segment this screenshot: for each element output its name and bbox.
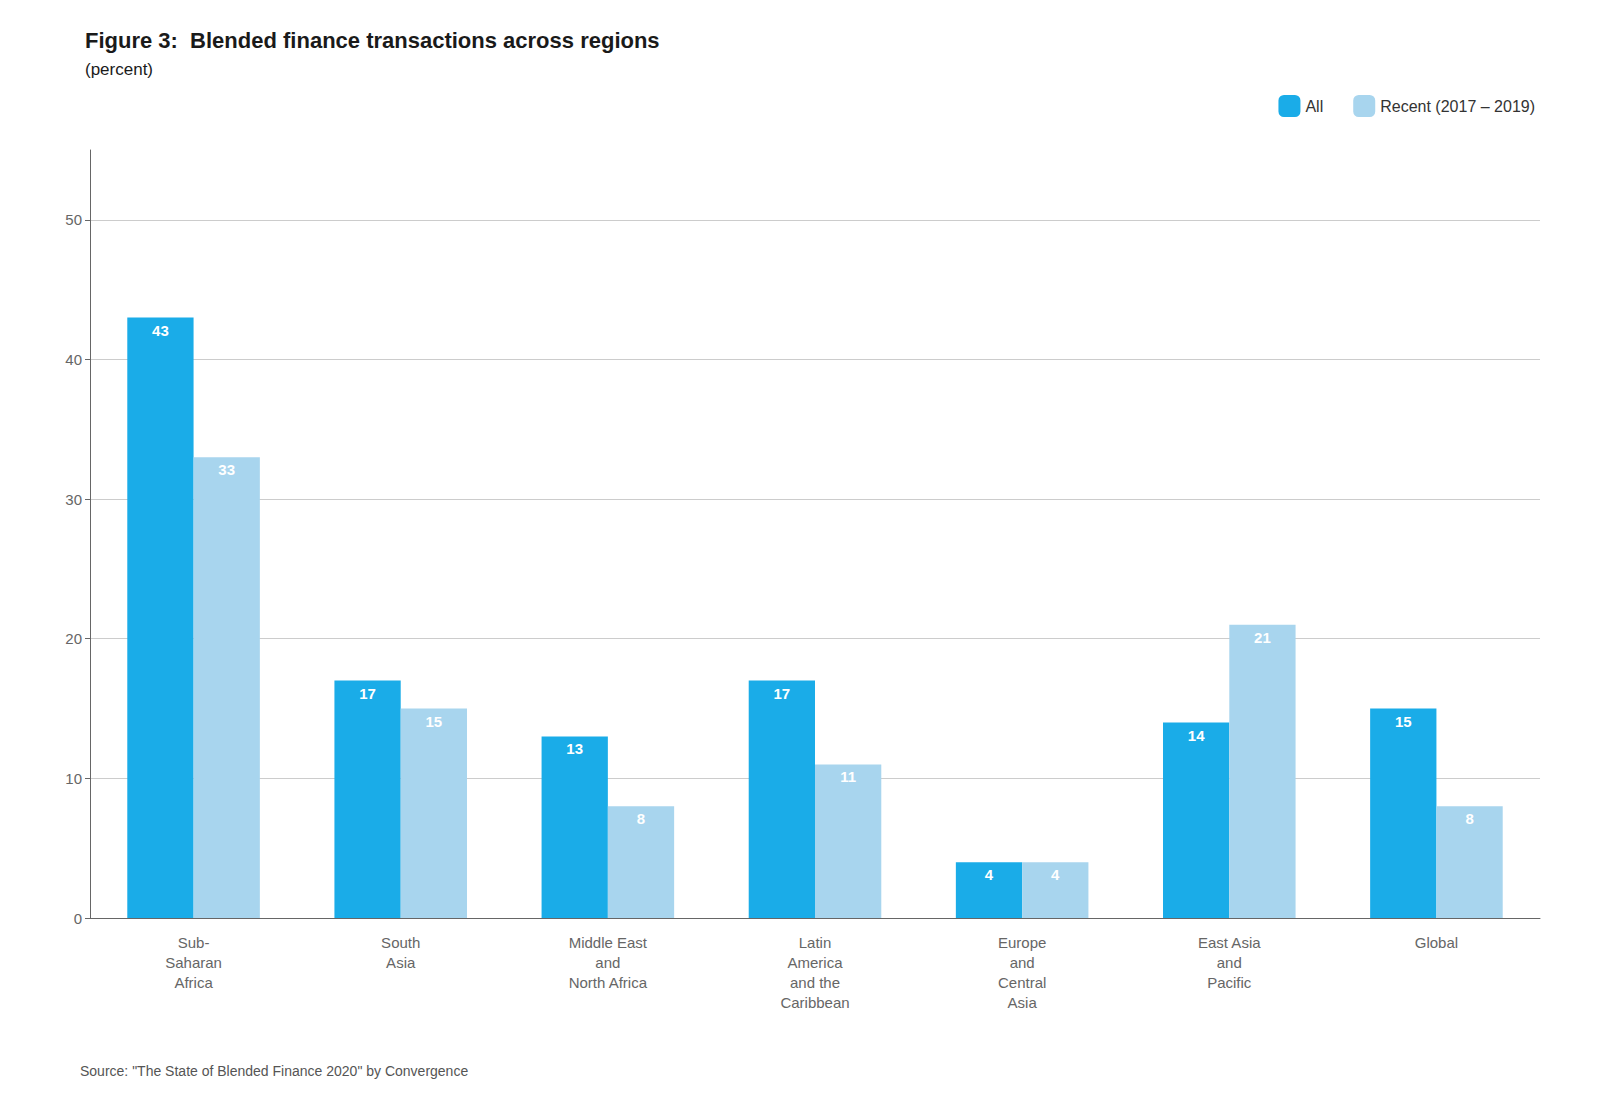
svg-text:Saharan: Saharan: [165, 954, 222, 971]
svg-text:40: 40: [65, 351, 82, 368]
svg-text:Latin: Latin: [799, 934, 832, 951]
svg-text:4: 4: [985, 866, 994, 883]
svg-text:30: 30: [65, 491, 82, 508]
svg-text:North Africa: North Africa: [569, 974, 648, 991]
svg-text:and: and: [1217, 954, 1242, 971]
svg-text:Europe: Europe: [998, 934, 1046, 951]
svg-text:Sub-: Sub-: [178, 934, 210, 951]
svg-text:Global: Global: [1415, 934, 1458, 951]
svg-text:and: and: [1010, 954, 1035, 971]
svg-text:33: 33: [218, 461, 235, 478]
svg-text:and the: and the: [790, 974, 840, 991]
svg-text:All: All: [1305, 98, 1323, 115]
svg-text:Source: "The State of Blended: Source: "The State of Blended Finance 20…: [80, 1063, 468, 1079]
svg-text:Asia: Asia: [386, 954, 416, 971]
svg-text:East Asia: East Asia: [1198, 934, 1261, 951]
svg-text:50: 50: [65, 211, 82, 228]
svg-text:Figure 3: Blended finance tra: Figure 3: Blended finance transactions a…: [85, 28, 660, 53]
svg-text:Middle East: Middle East: [569, 934, 648, 951]
svg-text:Recent (2017 – 2019): Recent (2017 – 2019): [1380, 98, 1535, 115]
svg-text:Central: Central: [998, 974, 1046, 991]
svg-text:8: 8: [637, 810, 645, 827]
svg-text:8: 8: [1465, 810, 1473, 827]
svg-text:South: South: [381, 934, 420, 951]
svg-text:17: 17: [359, 685, 376, 702]
svg-text:4: 4: [1051, 866, 1060, 883]
svg-text:15: 15: [426, 713, 443, 730]
svg-text:21: 21: [1254, 629, 1271, 646]
svg-text:11: 11: [840, 768, 856, 785]
svg-text:14: 14: [1188, 727, 1205, 744]
svg-text:17: 17: [774, 685, 791, 702]
svg-text:0: 0: [74, 910, 82, 927]
svg-text:(percent): (percent): [85, 60, 153, 79]
svg-text:10: 10: [65, 770, 82, 787]
svg-text:43: 43: [152, 322, 169, 339]
svg-text:and: and: [595, 954, 620, 971]
svg-text:13: 13: [566, 740, 583, 757]
svg-text:20: 20: [65, 630, 82, 647]
svg-text:America: America: [787, 954, 843, 971]
svg-text:Caribbean: Caribbean: [780, 994, 849, 1011]
svg-text:Asia: Asia: [1008, 994, 1038, 1011]
svg-text:15: 15: [1395, 713, 1412, 730]
svg-text:Pacific: Pacific: [1207, 974, 1252, 991]
svg-text:Africa: Africa: [174, 974, 213, 991]
